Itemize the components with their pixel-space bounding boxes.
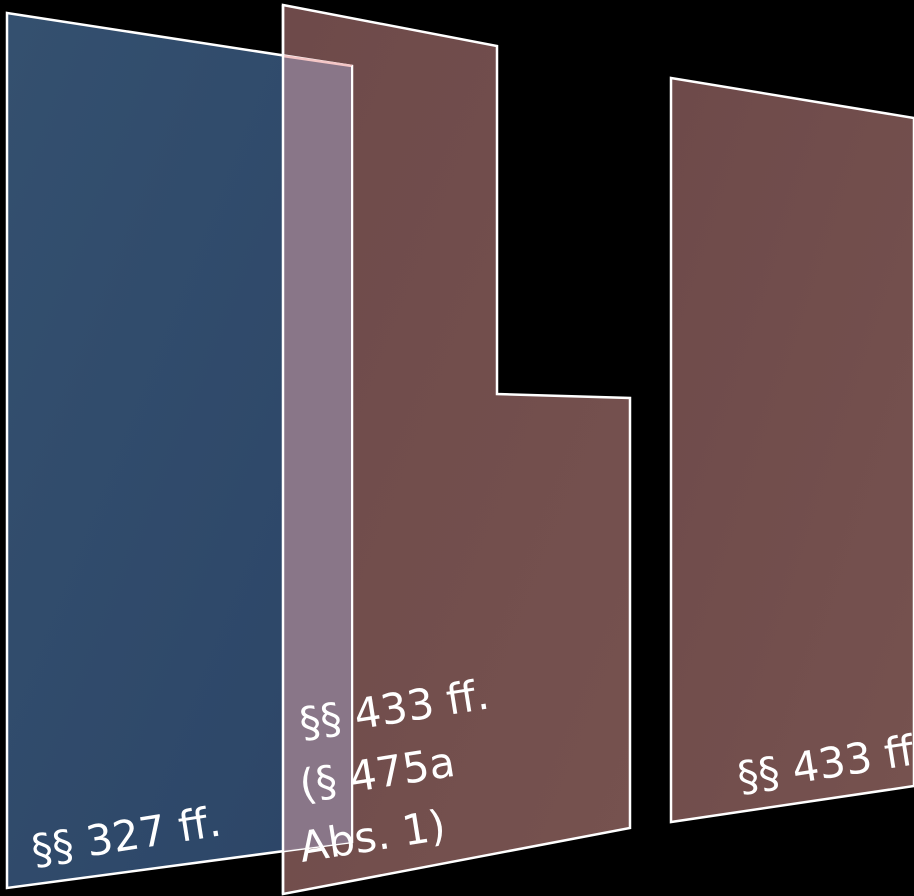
- overlap-top-edge: [282, 54, 353, 68]
- panel-right: [669, 76, 914, 824]
- panel-overlap: [283, 56, 352, 851]
